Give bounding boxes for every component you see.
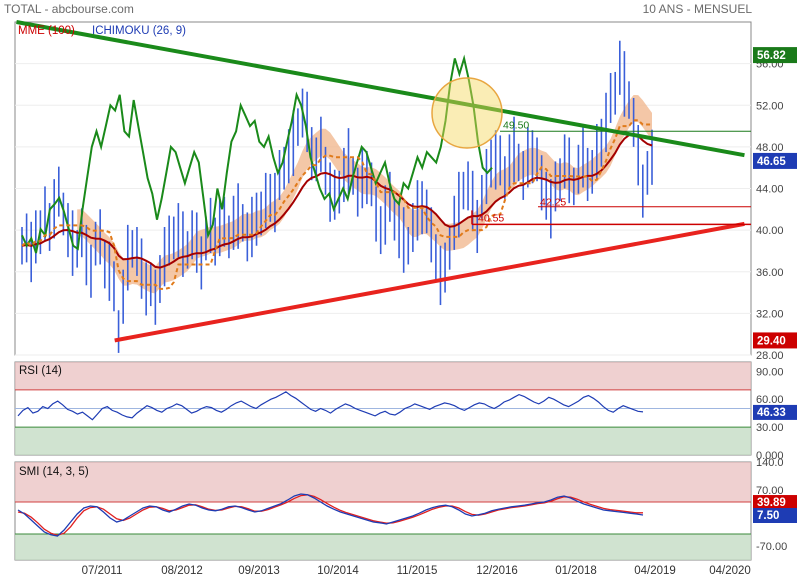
legend-ichimoku: ICHIMOKU (26, 9) [92, 25, 186, 37]
rsi-oversold-zone [15, 427, 751, 455]
smi-overbought-zone [15, 462, 751, 502]
cloud-area [77, 95, 652, 294]
date-tick-label: 01/2018 [555, 565, 597, 577]
date-tick-label: 12/2016 [476, 565, 518, 577]
legend-mme: MME (100) [18, 25, 75, 37]
smi-tick-label: -70.00 [756, 541, 787, 553]
rsi-tick-label: 0.000 [756, 450, 784, 462]
date-tick-label: 09/2013 [238, 565, 280, 577]
level-label-42-25: 42.25 [540, 197, 566, 209]
rsi-label: RSI (14) [19, 365, 62, 377]
indicator-lines [16, 20, 745, 343]
rsi-plot: 90.00 60.00 30.00 0.000 46.33 [15, 362, 797, 462]
date-tick-label: 04/2020 [709, 565, 751, 577]
smi-signal-tag [753, 495, 797, 511]
price-tick-label: 36.00 [756, 267, 784, 279]
price-tag-value: 46.65 [757, 156, 786, 168]
price-tag-value: 56.82 [757, 50, 786, 62]
chart-period-title: 10 ANS - MENSUEL [643, 2, 753, 16]
rsi-tick-label: 30.00 [756, 422, 784, 434]
ichimoku-cloud [77, 95, 652, 294]
level-label-49-50: 49.50 [503, 119, 529, 131]
smi-signal-text: 39.89 [757, 497, 786, 509]
trendline-resistance [16, 20, 745, 158]
date-tick-label: 07/2011 [82, 565, 123, 577]
ichimoku-lagging-line [21, 54, 493, 254]
date-tick-label: 04/2019 [634, 565, 676, 577]
price-tick-label: 52.00 [756, 100, 784, 112]
smi-oversold-zone [15, 534, 751, 560]
price-tick-label: 48.00 [756, 142, 784, 154]
price-bars [21, 40, 653, 353]
chart-source-title: TOTAL - abcbourse.com [4, 2, 134, 16]
mme-line [21, 132, 653, 269]
trendline-support [114, 221, 745, 343]
price-tick-label: 44.00 [756, 184, 784, 196]
price-tag-box [753, 47, 797, 64]
kijun-line [21, 119, 652, 290]
price-tick-label: 40.00 [756, 225, 784, 237]
chart-annotations: 49.50 42.25 40.55 [431, 77, 751, 226]
price-tick-label: 28.00 [756, 350, 784, 362]
price-tick-label: 32.00 [756, 308, 784, 320]
smi-tick-label: 140.0 [756, 457, 784, 469]
smi-tick-label: 70.00 [756, 485, 784, 497]
date-tick-label: 08/2012 [161, 565, 203, 577]
price-tag-box [753, 152, 797, 169]
rsi-value-text: 46.33 [757, 407, 786, 419]
level-label-40-55: 40.55 [478, 212, 504, 224]
rsi-value-tag [753, 404, 797, 420]
date-tick-label: 11/2015 [397, 565, 438, 577]
smi-line [17, 493, 644, 537]
price-axis: 56.0052.0048.0044.0040.0036.0032.0028.00… [753, 47, 797, 362]
rsi-line [17, 391, 644, 421]
rsi-overbought-zone [15, 362, 751, 390]
highlight-circle [431, 77, 503, 149]
smi-value-tag [753, 508, 797, 523]
rsi-tick-label: 90.00 [756, 366, 784, 378]
price-tag-value: 29.40 [757, 335, 786, 347]
smi-label: SMI (14, 3, 5) [19, 466, 89, 478]
smi-value-text: 7.50 [757, 510, 779, 522]
rsi-tick-label: 60.00 [756, 394, 784, 406]
date-tick-label: 10/2014 [317, 565, 359, 577]
date-axis: 07/2011 08/2012 09/2013 10/2014 11/2015 12/20… [82, 565, 751, 577]
price-tag-box [753, 332, 797, 349]
